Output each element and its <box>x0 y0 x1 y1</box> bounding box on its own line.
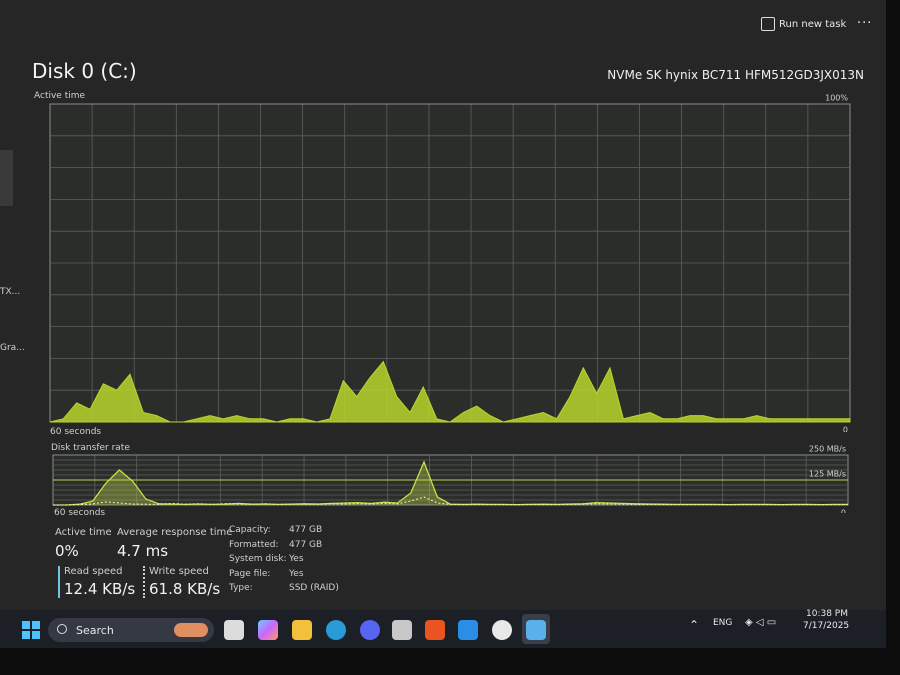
copilot-icon[interactable] <box>258 620 278 640</box>
explorer-icon[interactable] <box>292 620 312 640</box>
property-label: Capacity: <box>229 525 271 535</box>
sidebar-item[interactable]: Gra... <box>0 343 25 353</box>
stat-label: Write speed <box>149 566 209 577</box>
stat-value: 0% <box>55 542 79 560</box>
y-tick-label: 0 <box>841 509 846 514</box>
run-new-task[interactable]: Run new task <box>779 19 847 30</box>
x-axis-label: 60 seconds <box>54 508 106 518</box>
stat-label: Read speed <box>64 566 123 577</box>
search-text[interactable]: Search <box>76 624 114 637</box>
clock-time[interactable]: 10:38 PM <box>806 609 848 619</box>
stat-label: Active time <box>55 527 112 538</box>
y-tick-label: 100% <box>825 94 848 103</box>
tray-icons[interactable]: ◈ ◁ ▭ <box>745 617 777 628</box>
disk-title: Disk 0 (C:) <box>32 59 137 83</box>
run-task-icon[interactable] <box>761 17 775 31</box>
line <box>53 496 848 506</box>
area <box>49 360 851 423</box>
property-label: System disk: <box>229 554 287 564</box>
task-view-icon[interactable] <box>224 620 244 640</box>
app-icon[interactable] <box>392 620 412 640</box>
stat-value: 12.4 KB/s <box>64 580 136 598</box>
active-time-chart: 0 100% <box>49 94 851 433</box>
task-manager-window: Run new task ··· TX... Gra... Disk 0 (C:… <box>0 0 886 648</box>
stat-label: Average response time <box>117 527 233 538</box>
clock-date[interactable]: 7/17/2025 <box>803 621 850 631</box>
more-button[interactable]: ··· <box>857 16 873 31</box>
stat-value: 4.7 ms <box>117 542 169 560</box>
tray-chevron[interactable]: ⌃ <box>689 618 700 632</box>
property-value: SSD (RAID) <box>289 583 339 593</box>
read-indicator <box>58 566 60 598</box>
y-tick-label: 250 MB/s <box>809 445 846 454</box>
property-value: Yes <box>289 554 304 564</box>
chart-title: Disk transfer rate <box>51 443 130 453</box>
steam-icon[interactable] <box>492 620 512 640</box>
transfer-rate-chart: 0 125 MB/s 250 MB/s <box>52 445 849 514</box>
write-indicator <box>143 566 145 598</box>
property-label: Formatted: <box>229 539 279 550</box>
task-manager-icon[interactable] <box>526 620 546 640</box>
property-value: Yes <box>289 568 304 579</box>
ubuntu-icon[interactable] <box>425 620 445 640</box>
language[interactable]: ENG <box>713 618 733 628</box>
sidebar-selection <box>0 150 13 206</box>
chart-title: Active time <box>34 91 86 101</box>
property-label: Type: <box>229 583 253 593</box>
vscode-icon[interactable] <box>458 620 478 640</box>
start-button[interactable] <box>22 621 40 639</box>
stat-value: 61.8 KB/s <box>149 580 221 598</box>
x-axis-label: 60 seconds <box>50 427 102 437</box>
property-value: 477 GB <box>289 539 323 550</box>
property-value: 477 GB <box>289 525 323 535</box>
y-tick-label: 0 <box>843 426 848 433</box>
sidebar-item[interactable]: TX... <box>0 287 21 297</box>
edge-icon[interactable] <box>326 620 346 640</box>
property-label: Page file: <box>229 568 271 579</box>
search-icon <box>57 624 67 634</box>
search-highlight <box>174 623 208 637</box>
disk-model: NVMe SK hynix BC711 HFM512GD3JX013N <box>607 68 864 82</box>
y-tick-label: 125 MB/s <box>809 470 846 479</box>
discord-icon[interactable] <box>360 620 380 640</box>
